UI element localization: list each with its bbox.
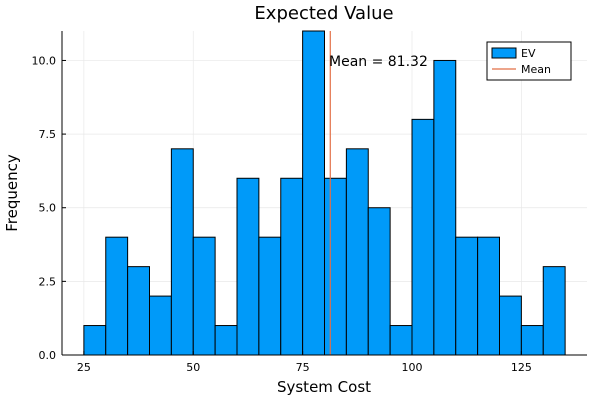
histogram-bar-18	[477, 236, 500, 356]
histogram-bar-21	[542, 266, 566, 356]
y-tick-label-3: 7.5	[39, 128, 57, 141]
histogram-bar-9	[280, 177, 304, 356]
histogram-bar-3	[149, 295, 172, 356]
histogram-bar-1	[105, 236, 129, 356]
y-tick-label-4: 10.0	[32, 54, 57, 67]
chart-title: Expected Value	[254, 3, 393, 24]
y-tick-label-0: 0.0	[39, 349, 57, 362]
histogram-bars	[83, 30, 566, 356]
y-axis-title: Frequency	[3, 154, 21, 232]
y-tick-label-2: 5.0	[39, 202, 57, 215]
histogram-bar-5	[192, 236, 216, 356]
histogram-bar-6	[214, 325, 238, 356]
x-tick-label-2: 75	[296, 361, 310, 374]
histogram-bar-4	[170, 148, 194, 356]
histogram-bar-13	[367, 207, 391, 356]
histogram-bar-20	[520, 325, 544, 356]
mean-annotation: Mean = 81.32	[329, 54, 428, 70]
histogram-bar-12	[345, 148, 369, 356]
histogram-bar-7	[236, 177, 260, 356]
legend-ev-swatch	[491, 47, 517, 59]
y-tick-label-1: 2.5	[39, 275, 57, 288]
histogram-bar-19	[499, 295, 522, 356]
x-axis-title: System Cost	[277, 378, 371, 396]
histogram-bar-0	[83, 325, 107, 356]
histogram-bar-14	[389, 325, 413, 356]
histogram-bar-11	[324, 177, 347, 356]
legend-mean-label: Mean	[521, 63, 551, 76]
legend: EV Mean	[486, 41, 572, 81]
x-tick-label-1: 50	[186, 361, 200, 374]
x-tick-label-3: 100	[402, 361, 423, 374]
x-tick-label-0: 25	[77, 361, 91, 374]
histogram-bar-17	[455, 236, 479, 356]
legend-ev-label: EV	[521, 47, 536, 60]
histogram-bar-16	[433, 59, 457, 356]
histogram-bar-2	[127, 266, 150, 356]
x-tick-labels: 25 50 75 100 125	[77, 361, 532, 374]
histogram-bar-8	[258, 236, 282, 356]
histogram-bar-10	[302, 30, 325, 356]
y-tick-labels: 0.0 2.5 5.0 7.5 10.0	[32, 54, 57, 362]
axes	[61, 31, 587, 356]
x-tick-label-4: 125	[511, 361, 532, 374]
histogram-bar-15	[411, 118, 435, 356]
